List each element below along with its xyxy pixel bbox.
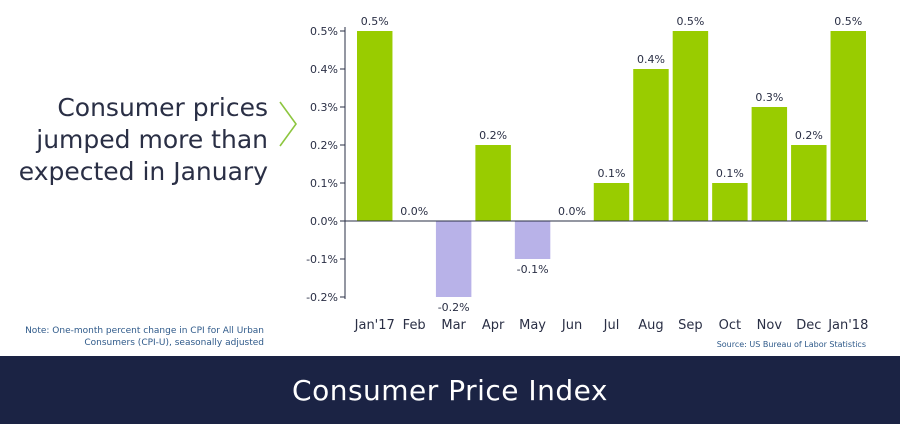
title-banner: Consumer Price Index xyxy=(0,356,900,424)
y-tick-label: -0.1% xyxy=(306,253,338,266)
y-tick-label: 0.0% xyxy=(310,215,338,228)
bar-sep xyxy=(672,31,709,221)
bar-oct xyxy=(712,183,748,221)
x-tick-label: Mar xyxy=(441,318,466,333)
y-tick-label: 0.4% xyxy=(310,63,338,76)
y-tick-label: 0.3% xyxy=(310,101,338,114)
x-tick-label: Feb xyxy=(403,318,426,333)
x-tick-label: Oct xyxy=(719,318,741,333)
x-tick-label: Jan'17 xyxy=(354,318,395,333)
bar-nov xyxy=(751,107,788,221)
data-label: 0.0% xyxy=(558,205,586,218)
cpi-bar-chart: 0.5% 0.4% 0.3% 0.2% 0.1% 0.0% -0.1% -0.2% 0.5% Ja… xyxy=(306,15,868,333)
chart-source: Source: US Bureau of Labor Statistics xyxy=(716,340,866,349)
data-label: -0.1% xyxy=(517,263,549,276)
y-tick-label: 0.1% xyxy=(310,177,338,190)
bar-jul xyxy=(593,183,630,221)
x-tick-label: Jun xyxy=(561,318,582,333)
data-label: 0.2% xyxy=(479,129,507,142)
x-tick-label: Jul xyxy=(603,318,620,333)
data-label: 0.4% xyxy=(637,53,665,66)
chevron-right-icon xyxy=(279,101,297,147)
data-label: 0.2% xyxy=(795,129,823,142)
x-tick-label: May xyxy=(519,318,546,333)
bar-apr xyxy=(475,145,511,221)
headline: Consumer prices jumped more than expecte… xyxy=(18,93,268,186)
data-label: 0.5% xyxy=(361,15,389,28)
data-label: 0.3% xyxy=(755,91,783,104)
bar-jan18 xyxy=(830,31,866,221)
x-tick-label: Sep xyxy=(678,318,703,333)
bar-mar xyxy=(435,221,472,297)
chart-note: Note: One-month percent change in CPI fo… xyxy=(25,326,264,348)
x-tick-label: Aug xyxy=(638,318,663,333)
x-tick-label: Apr xyxy=(482,318,505,333)
bar-jan17 xyxy=(357,31,393,221)
data-label: 0.5% xyxy=(676,15,704,28)
data-label: 0.1% xyxy=(598,167,626,180)
data-label: 0.5% xyxy=(834,15,862,28)
bar-aug xyxy=(633,69,669,221)
y-tick-label: -0.2% xyxy=(306,291,338,304)
data-label: 0.1% xyxy=(716,167,744,180)
x-tick-label: Dec xyxy=(796,318,821,333)
x-tick-label: Nov xyxy=(757,318,783,333)
bar-dec xyxy=(791,145,827,221)
bar-may xyxy=(514,221,551,259)
data-label: -0.2% xyxy=(438,301,470,314)
y-tick-label: 0.2% xyxy=(310,139,338,152)
banner-title: Consumer Price Index xyxy=(292,373,608,407)
y-tick-label: 0.5% xyxy=(310,25,338,38)
data-label: 0.0% xyxy=(400,205,428,218)
x-tick-label: Jan'18 xyxy=(827,318,868,333)
